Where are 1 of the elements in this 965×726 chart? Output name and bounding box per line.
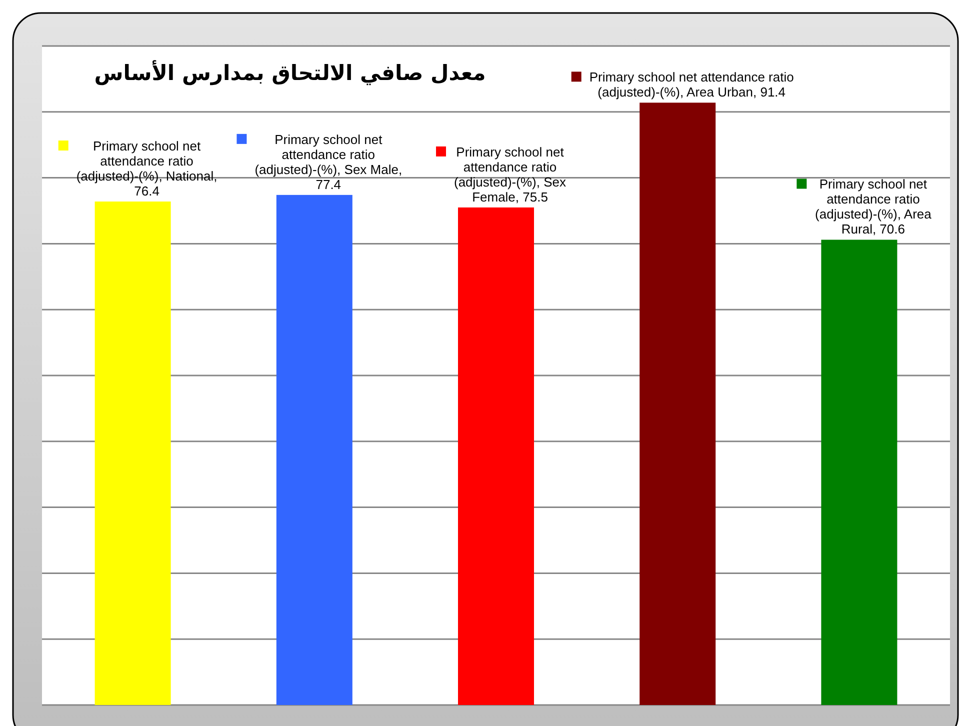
text: معدل صافي الالتحاق بمدارس الأساس [94,60,486,86]
